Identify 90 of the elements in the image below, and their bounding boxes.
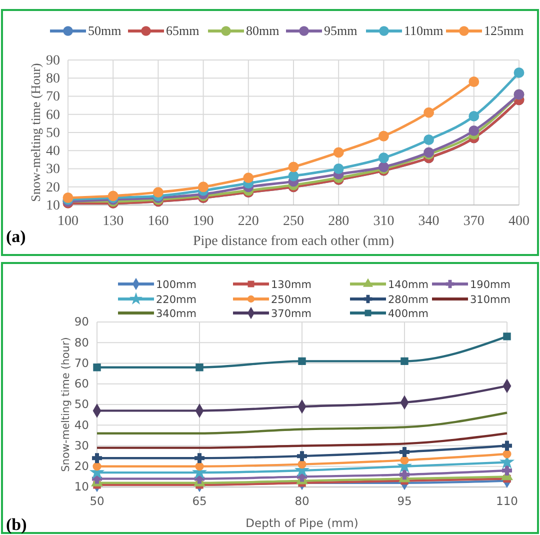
- x-tick-label: 400: [508, 214, 530, 229]
- x-tick-label: 95: [397, 494, 412, 508]
- point: [288, 162, 299, 172]
- y-tick-label: 20: [46, 180, 60, 196]
- y-tick-label: 60: [74, 376, 89, 391]
- point: [298, 460, 306, 469]
- y-tick-label: 20: [74, 459, 89, 474]
- y-tick-label: 80: [74, 335, 89, 350]
- y-tick-label: 70: [74, 356, 89, 370]
- point: [297, 451, 307, 462]
- text: (b): [6, 515, 27, 534]
- y-tick-label: 60: [46, 108, 60, 123]
- legend-label: 65mm: [166, 23, 200, 38]
- legend-label: 280mm: [388, 294, 428, 306]
- y-tick-label: 90: [74, 314, 89, 329]
- x-tick-label: 110: [496, 494, 518, 508]
- x-axis-title: Pipe distance from each other (mm): [193, 234, 394, 249]
- point: [503, 332, 511, 340]
- point: [93, 364, 101, 372]
- legend-label: 220mm: [156, 294, 196, 306]
- point: [196, 364, 204, 372]
- y-tick-label: 30: [74, 438, 89, 452]
- x-tick-label: 50: [90, 494, 104, 508]
- point: [378, 152, 389, 164]
- point: [468, 76, 480, 87]
- y-tick-label: 80: [46, 72, 60, 87]
- point: [468, 110, 480, 122]
- y-tick-label: 70: [46, 90, 60, 105]
- line-series: [96, 432, 508, 449]
- legend-label: 125mm: [484, 23, 524, 38]
- point: [152, 187, 164, 198]
- legend-label: 310mm: [470, 294, 510, 306]
- point: [92, 453, 102, 464]
- legend-label: 190mm: [470, 279, 510, 291]
- x-tick-label: 310: [373, 214, 394, 229]
- text: (a): [6, 227, 26, 246]
- point: [195, 462, 204, 471]
- legend-label: 50mm: [88, 23, 122, 38]
- point: [333, 147, 344, 158]
- x-tick-label: 130: [102, 214, 124, 229]
- point: [400, 456, 409, 464]
- point: [333, 164, 344, 174]
- point: [198, 182, 209, 192]
- y-axis-title: Snow-melting time (hour): [60, 337, 72, 472]
- x-tick-label: 65: [192, 494, 207, 508]
- point: [400, 446, 410, 457]
- x-tick-label: 100: [58, 214, 78, 229]
- legend-label: 110mm: [404, 23, 444, 38]
- legend-label: 370mm: [271, 308, 312, 320]
- legend-label: 100mm: [156, 279, 196, 291]
- point: [92, 462, 102, 471]
- point: [502, 440, 512, 451]
- x-tick-label: 370: [463, 214, 484, 229]
- line-series: [96, 412, 508, 434]
- point: [400, 470, 410, 480]
- y-axis-title: Snow-melting time (Hour): [28, 63, 43, 202]
- x-tick-label: 340: [418, 214, 440, 229]
- point: [502, 466, 512, 476]
- y-tick-label: 10: [46, 198, 60, 214]
- x-tick-label: 250: [283, 214, 304, 229]
- y-tick-label: 50: [46, 126, 60, 141]
- point: [424, 134, 434, 145]
- legend-label: 400mm: [388, 308, 428, 320]
- legend-label: 130mm: [271, 279, 312, 291]
- point: [288, 170, 299, 182]
- x-tick-label: 190: [192, 214, 214, 229]
- x-tick-label: 80: [294, 494, 310, 508]
- y-tick-label: 40: [46, 144, 60, 160]
- legend-label: 140mm: [388, 279, 428, 291]
- x-tick-label: 160: [148, 214, 169, 229]
- x-axis-title: Depth of Pipe (mm): [246, 516, 358, 530]
- point: [424, 107, 434, 118]
- y-tick-label: 40: [74, 418, 89, 432]
- point: [243, 172, 254, 184]
- y-tick-label: 30: [46, 162, 60, 178]
- point: [514, 67, 524, 78]
- legend-label: 340mm: [156, 308, 196, 320]
- y-tick-label: 50: [74, 397, 89, 412]
- legend-label: 95mm: [324, 23, 358, 38]
- legend-label: 80mm: [246, 23, 280, 38]
- legend-label: 250mm: [271, 294, 312, 306]
- point: [400, 357, 408, 366]
- point: [194, 453, 204, 464]
- point: [468, 125, 480, 136]
- x-tick-label: 280: [328, 214, 350, 229]
- y-tick-label: 90: [46, 53, 60, 68]
- x-tick-label: 220: [238, 214, 259, 229]
- point: [378, 130, 389, 142]
- y-tick-label: 10: [74, 480, 89, 494]
- point: [298, 357, 306, 366]
